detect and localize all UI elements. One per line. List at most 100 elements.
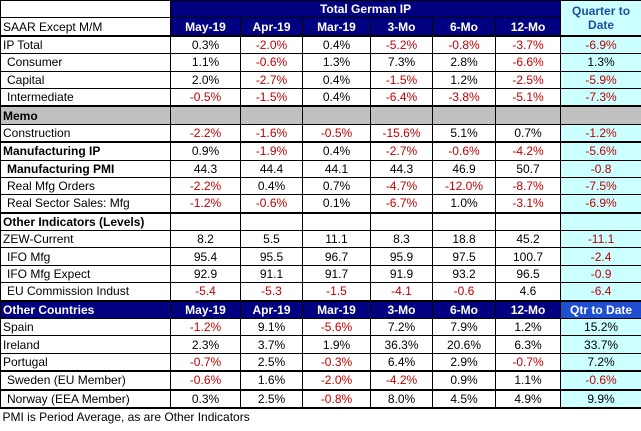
row-label: Manufacturing IP xyxy=(0,141,171,161)
row-label: Ireland xyxy=(0,335,171,354)
row-label: Capital xyxy=(0,70,171,89)
qtd-header: Quarter to Date xyxy=(560,0,641,37)
footnote: PMI is Period Average, as are Other Indi… xyxy=(0,406,641,426)
row-label: IP Total xyxy=(0,34,171,55)
column-header: Apr-19 xyxy=(240,299,303,320)
value-cell: -1.2% xyxy=(170,194,241,214)
value-cell: 6.4% xyxy=(370,352,433,372)
table-row: Portugal -0.7% 2.5% -0.3% 6.4% 2.9% -0.7% 7.2% xyxy=(0,352,641,372)
value-cell: 4.5% xyxy=(432,388,496,409)
value-cell: -0.6 xyxy=(432,282,496,302)
value-cell: 0.9% xyxy=(432,370,496,391)
value-cell: -0.8% xyxy=(302,388,371,409)
value-cell: -0.5% xyxy=(170,87,241,107)
column-header: 6-Mo xyxy=(432,299,496,320)
value-cell: 11.1 xyxy=(302,230,371,249)
value-cell: -0.9 xyxy=(560,264,641,284)
column-header: 3-Mo xyxy=(370,299,433,320)
value-cell: -12.0% xyxy=(432,176,496,196)
value-cell: -5.4 xyxy=(170,282,241,302)
value-cell: 4.9% xyxy=(494,388,562,409)
row-label: Sweden (EU Member) xyxy=(0,370,171,391)
blank-cell xyxy=(170,211,241,232)
value-cell: 9.1% xyxy=(240,318,303,337)
value-cell: -4.2% xyxy=(370,370,433,391)
value-cell: -8.7% xyxy=(494,176,562,196)
value-cell: 20.6% xyxy=(432,335,496,354)
value-cell: 8.2 xyxy=(170,230,241,249)
value-cell: 91.9 xyxy=(370,264,433,284)
table-row: Spain -1.2% 9.1% -5.6% 7.2% 7.9% 1.2% 15.2% xyxy=(0,318,641,337)
value-cell: 0.3% xyxy=(170,388,241,409)
value-cell: 5.5 xyxy=(240,230,303,249)
table-row: Total German IP Quarter to Date xyxy=(0,0,641,37)
value-cell: -5.6% xyxy=(302,318,371,337)
value-cell: 97.5 xyxy=(432,247,496,266)
value-cell: -1.6% xyxy=(240,123,303,143)
value-cell: 7.9% xyxy=(432,318,496,337)
value-cell: -0.6% xyxy=(240,53,303,72)
blank-cell xyxy=(560,105,641,125)
row-label: EU Commission Indust xyxy=(0,282,171,302)
value-cell: 5.1% xyxy=(432,123,496,143)
value-cell: 50.7 xyxy=(494,159,562,178)
value-cell: -2.7% xyxy=(370,141,433,161)
value-cell: 95.9 xyxy=(370,247,433,266)
table-row: Intermediate -0.5% -1.5% 0.4% -6.4% -3.8% -5.1… xyxy=(0,87,641,107)
blank-cell xyxy=(432,211,496,232)
column-header: 6-Mo xyxy=(432,17,496,37)
table-row: IP Total 0.3% -2.0% 0.4% -5.2% -0.8% -3.7% -6.9… xyxy=(0,34,641,55)
value-cell: -4.1 xyxy=(370,282,433,302)
value-cell: -6.6% xyxy=(494,53,562,72)
value-cell: 95.5 xyxy=(240,247,303,266)
value-cell: 15.2% xyxy=(560,318,641,337)
blank-cell xyxy=(370,211,433,232)
value-cell: 7.2% xyxy=(560,352,641,372)
value-cell: -0.3% xyxy=(302,352,371,372)
column-header: Mar-19 xyxy=(302,299,371,320)
value-cell: 0.7% xyxy=(494,123,562,143)
subtitle: SAAR Except M/M xyxy=(0,17,171,37)
value-cell: -15.6% xyxy=(370,123,433,143)
value-cell: 44.3 xyxy=(370,159,433,178)
table-row: Other Indicators (Levels) xyxy=(0,211,641,232)
value-cell: 1.3% xyxy=(302,53,371,72)
value-cell: 0.9% xyxy=(170,141,241,161)
value-cell: -3.8% xyxy=(432,87,496,107)
value-cell: 0.3% xyxy=(170,34,241,55)
row-label: Construction xyxy=(0,123,171,143)
value-cell: -1.2% xyxy=(560,123,641,143)
value-cell: -0.6% xyxy=(432,141,496,161)
value-cell: -6.4% xyxy=(370,87,433,107)
row-label: Portugal xyxy=(0,352,171,372)
value-cell: -7.3% xyxy=(560,87,641,107)
table-row: Capital 2.0% -2.7% 0.4% -1.5% 1.2% -2.5% -5.9% xyxy=(0,70,641,89)
value-cell: 45.2 xyxy=(494,230,562,249)
blank-cell xyxy=(494,105,562,125)
blank-cell xyxy=(170,105,241,125)
value-cell: -1.5% xyxy=(240,87,303,107)
value-cell: 1.1% xyxy=(494,370,562,391)
value-cell: 7.2% xyxy=(370,318,433,337)
value-cell: 2.9% xyxy=(432,352,496,372)
table-row: Memo xyxy=(0,105,641,125)
value-cell: -2.2% xyxy=(170,176,241,196)
row-label: ZEW-Current xyxy=(0,230,171,249)
column-header: Apr-19 xyxy=(240,17,303,37)
column-header: 12-Mo xyxy=(494,17,562,37)
table-row: PMI is Period Average, as are Other Indi… xyxy=(0,406,641,426)
value-cell: 1.2% xyxy=(432,70,496,89)
table-row: Construction -2.2% -1.6% -0.5% -15.6% 5.1% 0.7… xyxy=(0,123,641,143)
table-row: Real Sector Sales: Mfg -1.2% -0.6% 0.1% -6.7… xyxy=(0,194,641,214)
table-row: Other Countries May-19 Apr-19 Mar-19 3-Mo 6-M… xyxy=(0,299,641,320)
table-row: IFO Mfg 95.4 95.5 96.7 95.9 97.5 100.7 -2.4 xyxy=(0,247,641,266)
value-cell: -2.4 xyxy=(560,247,641,266)
value-cell: 46.9 xyxy=(432,159,496,178)
table-row: EU Commission Indust -5.4 -5.3 -1.5 -4.1 -0.6… xyxy=(0,282,641,302)
value-cell: 33.7% xyxy=(560,335,641,354)
blank-cell xyxy=(302,105,371,125)
table-title: Total German IP xyxy=(169,0,562,19)
table-row: Ireland 2.3% 3.7% 1.9% 36.3% 20.6% 6.3% 33.7% xyxy=(0,335,641,354)
value-cell: -5.1% xyxy=(494,87,562,107)
